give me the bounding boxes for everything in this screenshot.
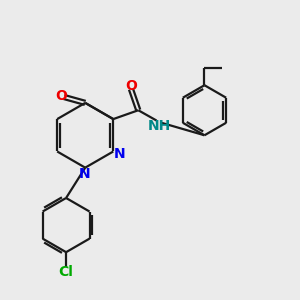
Text: N: N — [114, 147, 126, 161]
Text: NH: NH — [148, 119, 171, 133]
Text: O: O — [56, 89, 68, 103]
Text: Cl: Cl — [58, 265, 74, 279]
Text: O: O — [125, 79, 137, 92]
Text: N: N — [79, 167, 90, 181]
